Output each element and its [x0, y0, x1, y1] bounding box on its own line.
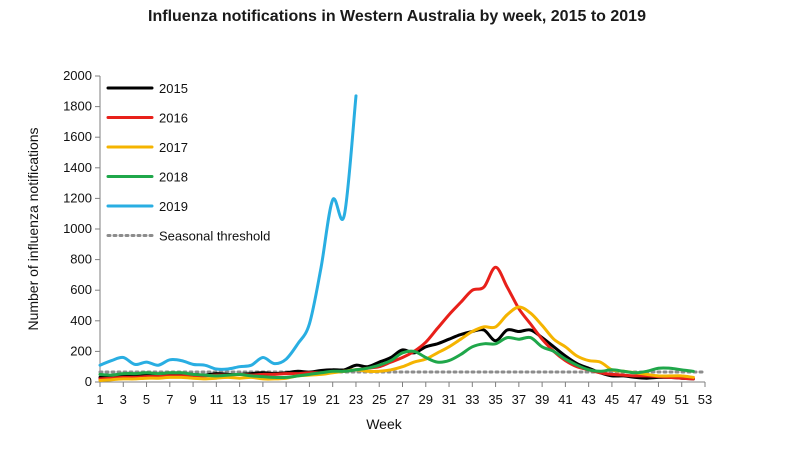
x-tick-label: 13	[232, 392, 246, 407]
y-tick-label: 1200	[63, 190, 92, 205]
x-tick-label: 5	[143, 392, 150, 407]
y-tick-label: 200	[70, 343, 92, 358]
y-tick-label: 1800	[63, 99, 92, 114]
x-tick-label: 19	[302, 392, 316, 407]
y-tick-label: 2000	[63, 68, 92, 83]
chart-title: Influenza notifications in Western Austr…	[148, 8, 646, 25]
legend-label: 2016	[159, 111, 188, 126]
series-line-2018	[98, 335, 695, 380]
y-tick-label: 400	[70, 313, 92, 328]
legend-label: 2018	[159, 170, 188, 185]
x-tick-label: 23	[349, 392, 363, 407]
legend-label: 2019	[159, 199, 188, 214]
x-tick-label: 49	[651, 392, 665, 407]
series-layer	[98, 94, 695, 382]
legend-label: 2017	[159, 140, 188, 155]
x-tick-label: 37	[512, 392, 526, 407]
y-tick-label: 1600	[63, 129, 92, 144]
x-tick-label: 25	[372, 392, 386, 407]
x-tick-label: 51	[674, 392, 688, 407]
x-tick-label: 17	[279, 392, 293, 407]
x-tick-label: 53	[698, 392, 712, 407]
x-axis-label: Week	[366, 416, 403, 432]
y-tick-label: 0	[85, 374, 92, 389]
x-tick-label: 29	[419, 392, 433, 407]
legend: 2015 2016 2017 2018 2019 Seasonal threshold	[106, 81, 270, 244]
x-tick-label: 31	[442, 392, 456, 407]
x-tick-label: 11	[210, 392, 224, 407]
x-tick-label: 3	[120, 392, 127, 407]
x-tick-label: 15	[256, 392, 270, 407]
x-tick-label: 7	[166, 392, 173, 407]
series-line-2019	[98, 94, 358, 371]
y-axis-label: Number of influenza notifications	[25, 127, 41, 330]
legend-label: Seasonal threshold	[159, 229, 270, 244]
series-line-2017	[98, 305, 695, 382]
x-tick-label: 45	[605, 392, 619, 407]
x-tick-label: 21	[325, 392, 339, 407]
x-tick-label: 39	[535, 392, 549, 407]
x-tick-label: 41	[558, 392, 572, 407]
y-tick-label: 600	[70, 282, 92, 297]
x-tick-label: 1	[96, 392, 103, 407]
legend-label: 2015	[159, 81, 188, 96]
x-tick-label: 9	[189, 392, 196, 407]
x-tick-label: 27	[395, 392, 409, 407]
y-tick-label: 1000	[63, 221, 92, 236]
x-tick-label: 33	[465, 392, 479, 407]
x-tick-label: 35	[488, 392, 502, 407]
x-tick-label: 47	[628, 392, 642, 407]
y-tick-label: 1400	[63, 160, 92, 175]
x-tick-label: 43	[581, 392, 595, 407]
y-tick-label: 800	[70, 252, 92, 267]
